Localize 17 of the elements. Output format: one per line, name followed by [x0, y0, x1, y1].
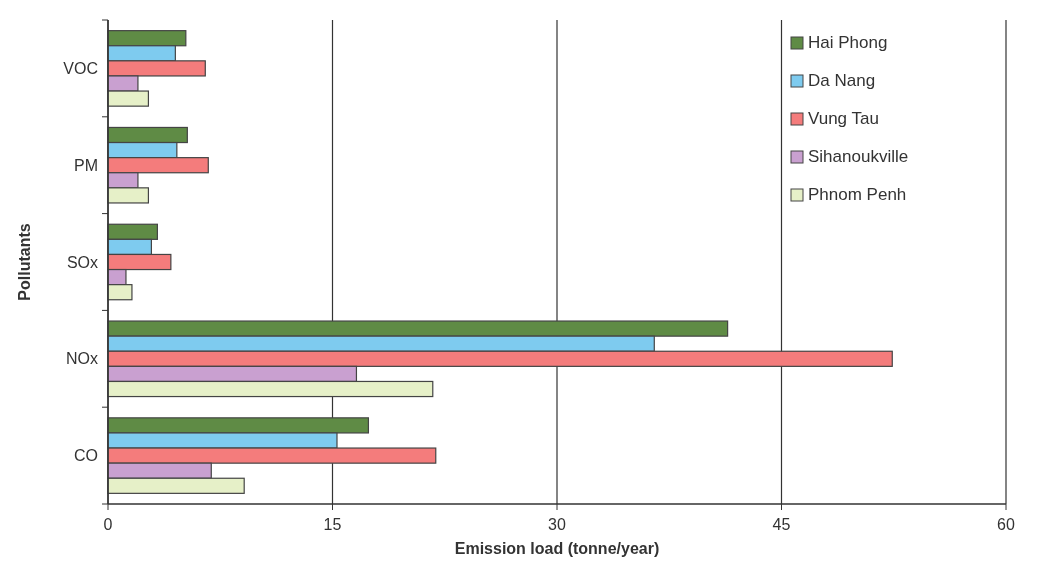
y-tick-label: SOx [66, 253, 98, 271]
legend-label: Vung Tau [808, 109, 879, 128]
y-tick-label: CO [74, 447, 98, 465]
y-tick-label: NOx [66, 350, 98, 368]
legend-label: Hai Phong [808, 33, 888, 52]
y-tick-label: PM [74, 156, 98, 174]
legend-label: Da Nang [808, 71, 876, 90]
x-tick-label: 60 [997, 516, 1015, 533]
legend-label: Sihanoukville [808, 147, 909, 166]
x-axis-title: Emission load (tonne/year) [454, 540, 660, 557]
y-tick-label: VOC [63, 60, 98, 77]
x-tick-label: 30 [548, 516, 566, 533]
legend-label: Phnom Penh [808, 185, 907, 204]
x-tick-label: 15 [323, 516, 342, 533]
y-axis-title: Pollutants [16, 223, 33, 301]
x-tick-label: 45 [772, 516, 791, 533]
x-tick-label: 0 [103, 516, 113, 533]
